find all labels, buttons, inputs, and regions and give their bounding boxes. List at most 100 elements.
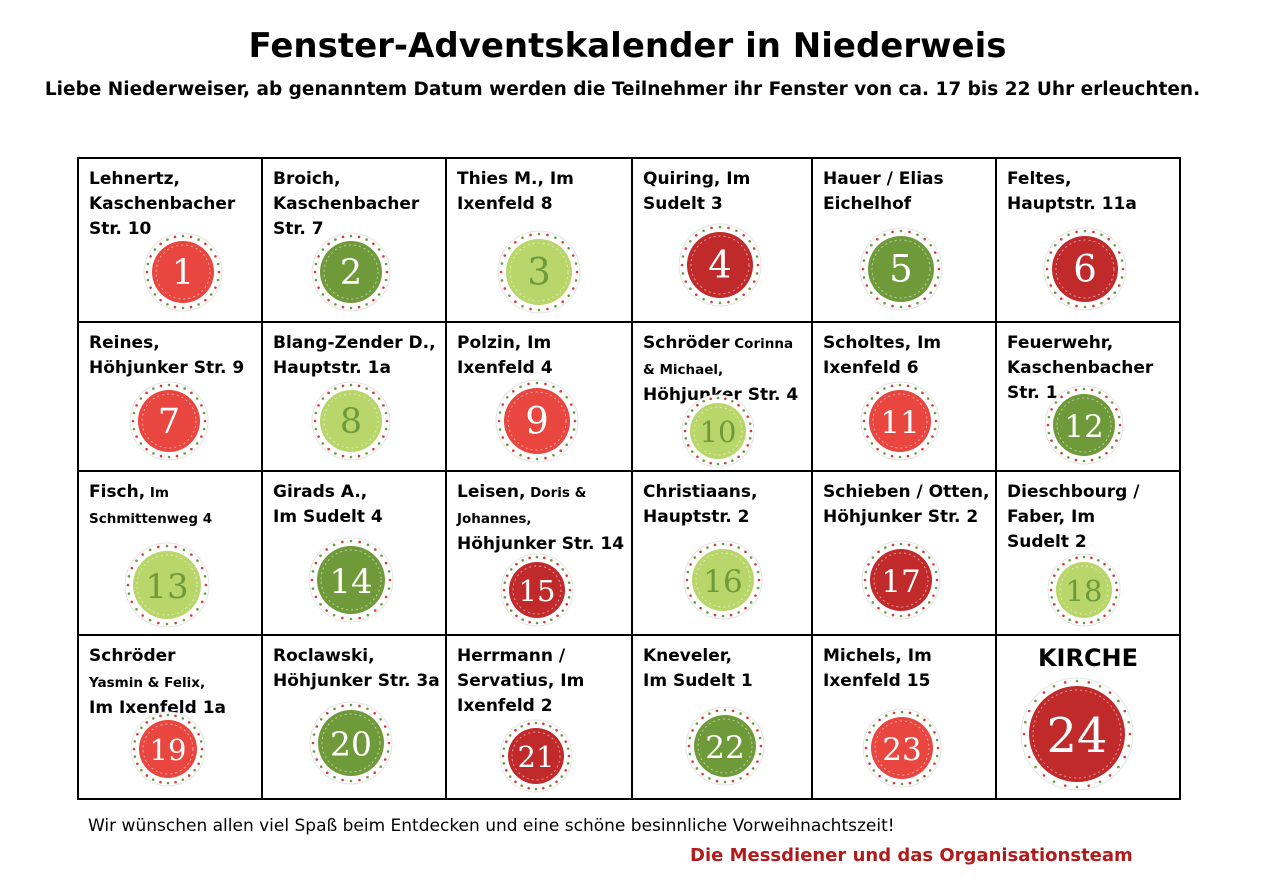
badge-dot xyxy=(349,455,353,459)
badge-dot xyxy=(1120,259,1124,262)
badge-dot xyxy=(386,733,390,736)
badge-dot xyxy=(311,570,315,573)
participant-name: Christiaans, Hauptstr. 2 xyxy=(643,482,758,527)
badge-dot xyxy=(1022,732,1026,736)
badge-dot xyxy=(744,550,747,554)
badge-disc xyxy=(868,236,934,302)
participant-name: Girads A., Im Sudelt 4 xyxy=(273,482,383,527)
badge-dot xyxy=(574,262,578,265)
badge-dot xyxy=(1115,588,1119,592)
badge-stitch xyxy=(874,720,930,776)
badge-dot xyxy=(1107,297,1110,301)
day-cell-inner: Feuerwehr, Kaschenbacher Str. 1 12 xyxy=(997,323,1179,470)
badge-dot xyxy=(723,780,727,784)
badge-dot xyxy=(1068,618,1071,622)
badge-dot xyxy=(195,397,199,400)
badge-dot xyxy=(891,304,894,308)
badge-disc xyxy=(508,728,564,784)
badge-dot xyxy=(217,270,221,274)
badge-dot xyxy=(915,611,918,614)
badge-dot xyxy=(159,714,162,718)
day-23-badge-graphic: 23 xyxy=(862,708,942,788)
badge-stitch xyxy=(509,242,569,302)
badge-dot xyxy=(321,248,325,251)
badge-dot xyxy=(892,711,896,715)
badge-dot xyxy=(755,272,759,275)
day-cell-inner: Quiring, Im Sudelt 3 4 xyxy=(633,159,811,321)
badge-dot xyxy=(862,259,866,262)
badge-dot xyxy=(565,574,569,577)
badge-dot xyxy=(151,778,155,781)
badge-dot xyxy=(1074,458,1078,462)
badge-dot xyxy=(567,581,571,584)
badge-dot xyxy=(931,435,934,438)
calendar-row: Reines, Höhjunker Str. 9 7 Blang-Zender D.… xyxy=(77,321,1181,472)
participant-name-main: Schröder xyxy=(643,333,730,353)
badge-dot xyxy=(341,454,345,458)
badge-dot xyxy=(708,777,711,780)
participant-name-main: Fisch, xyxy=(89,482,146,502)
day-16-badge-graphic: 16 xyxy=(683,540,763,620)
badge-dot xyxy=(203,592,207,595)
participant-name-small: Corinna & Michael, xyxy=(643,336,794,378)
badge-stitch xyxy=(321,713,381,773)
badge-dot xyxy=(907,613,911,617)
badge-dot xyxy=(572,411,576,414)
badge-dot xyxy=(1083,305,1087,309)
day-cell-23: Michels, Im Ixenfeld 15 23 xyxy=(811,634,997,800)
badge-dot xyxy=(175,384,179,388)
badge-dot xyxy=(739,777,742,780)
participant-name-rest: Höhjunker Str. 14 xyxy=(457,534,625,554)
badge-dot xyxy=(927,556,931,559)
day-22-badge-graphic: 22 xyxy=(685,706,765,786)
badge-dot xyxy=(166,238,169,241)
badge-dot xyxy=(312,733,316,736)
badge-dot xyxy=(501,403,505,406)
badge-dot xyxy=(1024,720,1027,724)
badge-stitch xyxy=(1032,689,1122,779)
day-number: 11 xyxy=(880,405,919,441)
badge-dot xyxy=(187,774,191,777)
badge-dot xyxy=(1052,603,1056,606)
badge-dot xyxy=(686,444,690,447)
badge-dot xyxy=(1067,456,1070,459)
day-cell-inner: Thies M., Im Ixenfeld 8 3 xyxy=(447,159,631,321)
badge-dot xyxy=(721,542,725,546)
participant-name: Thies M., Im Ixenfeld 8 xyxy=(457,169,574,214)
badge-dot xyxy=(744,606,747,610)
participant-name: Reines, Höhjunker Str. 9 xyxy=(89,333,245,378)
badge-dot xyxy=(384,427,388,431)
badge-dot xyxy=(333,775,336,779)
badge-dot xyxy=(537,232,541,236)
badge-dot xyxy=(1112,574,1116,577)
badge-dot xyxy=(742,409,746,412)
badge-dot xyxy=(334,238,337,241)
badge-dot xyxy=(752,247,756,250)
badge-dot xyxy=(314,595,318,599)
badge-dot xyxy=(349,779,353,783)
badge-dot xyxy=(696,403,699,407)
badge-dot xyxy=(876,391,879,395)
badge-dot xyxy=(165,544,169,548)
badge-dot xyxy=(366,707,369,711)
badge-dot xyxy=(190,553,193,556)
badge-dot xyxy=(721,614,725,618)
day-7-badge-graphic: 7 xyxy=(129,381,209,461)
badge-dot xyxy=(1123,709,1127,713)
badge-dot xyxy=(900,710,904,714)
badge-dot xyxy=(1075,304,1078,308)
badge-dot xyxy=(341,235,345,239)
badge-dot xyxy=(1108,568,1112,571)
badge-dot xyxy=(204,583,208,587)
badge-dot xyxy=(332,613,336,617)
badge-dot xyxy=(515,614,518,618)
day-number: 17 xyxy=(881,564,920,600)
day-cell-inner: Hauer / Elias Eichelhof 5 xyxy=(813,159,995,321)
badge-dot xyxy=(1098,456,1101,459)
badge-dot xyxy=(691,760,694,763)
badge-dot xyxy=(748,240,752,243)
participant-name: Michels, Im Ixenfeld 15 xyxy=(823,646,932,691)
badge-dot xyxy=(914,387,917,390)
badge-dot xyxy=(379,765,383,768)
badge-dot xyxy=(157,621,160,625)
